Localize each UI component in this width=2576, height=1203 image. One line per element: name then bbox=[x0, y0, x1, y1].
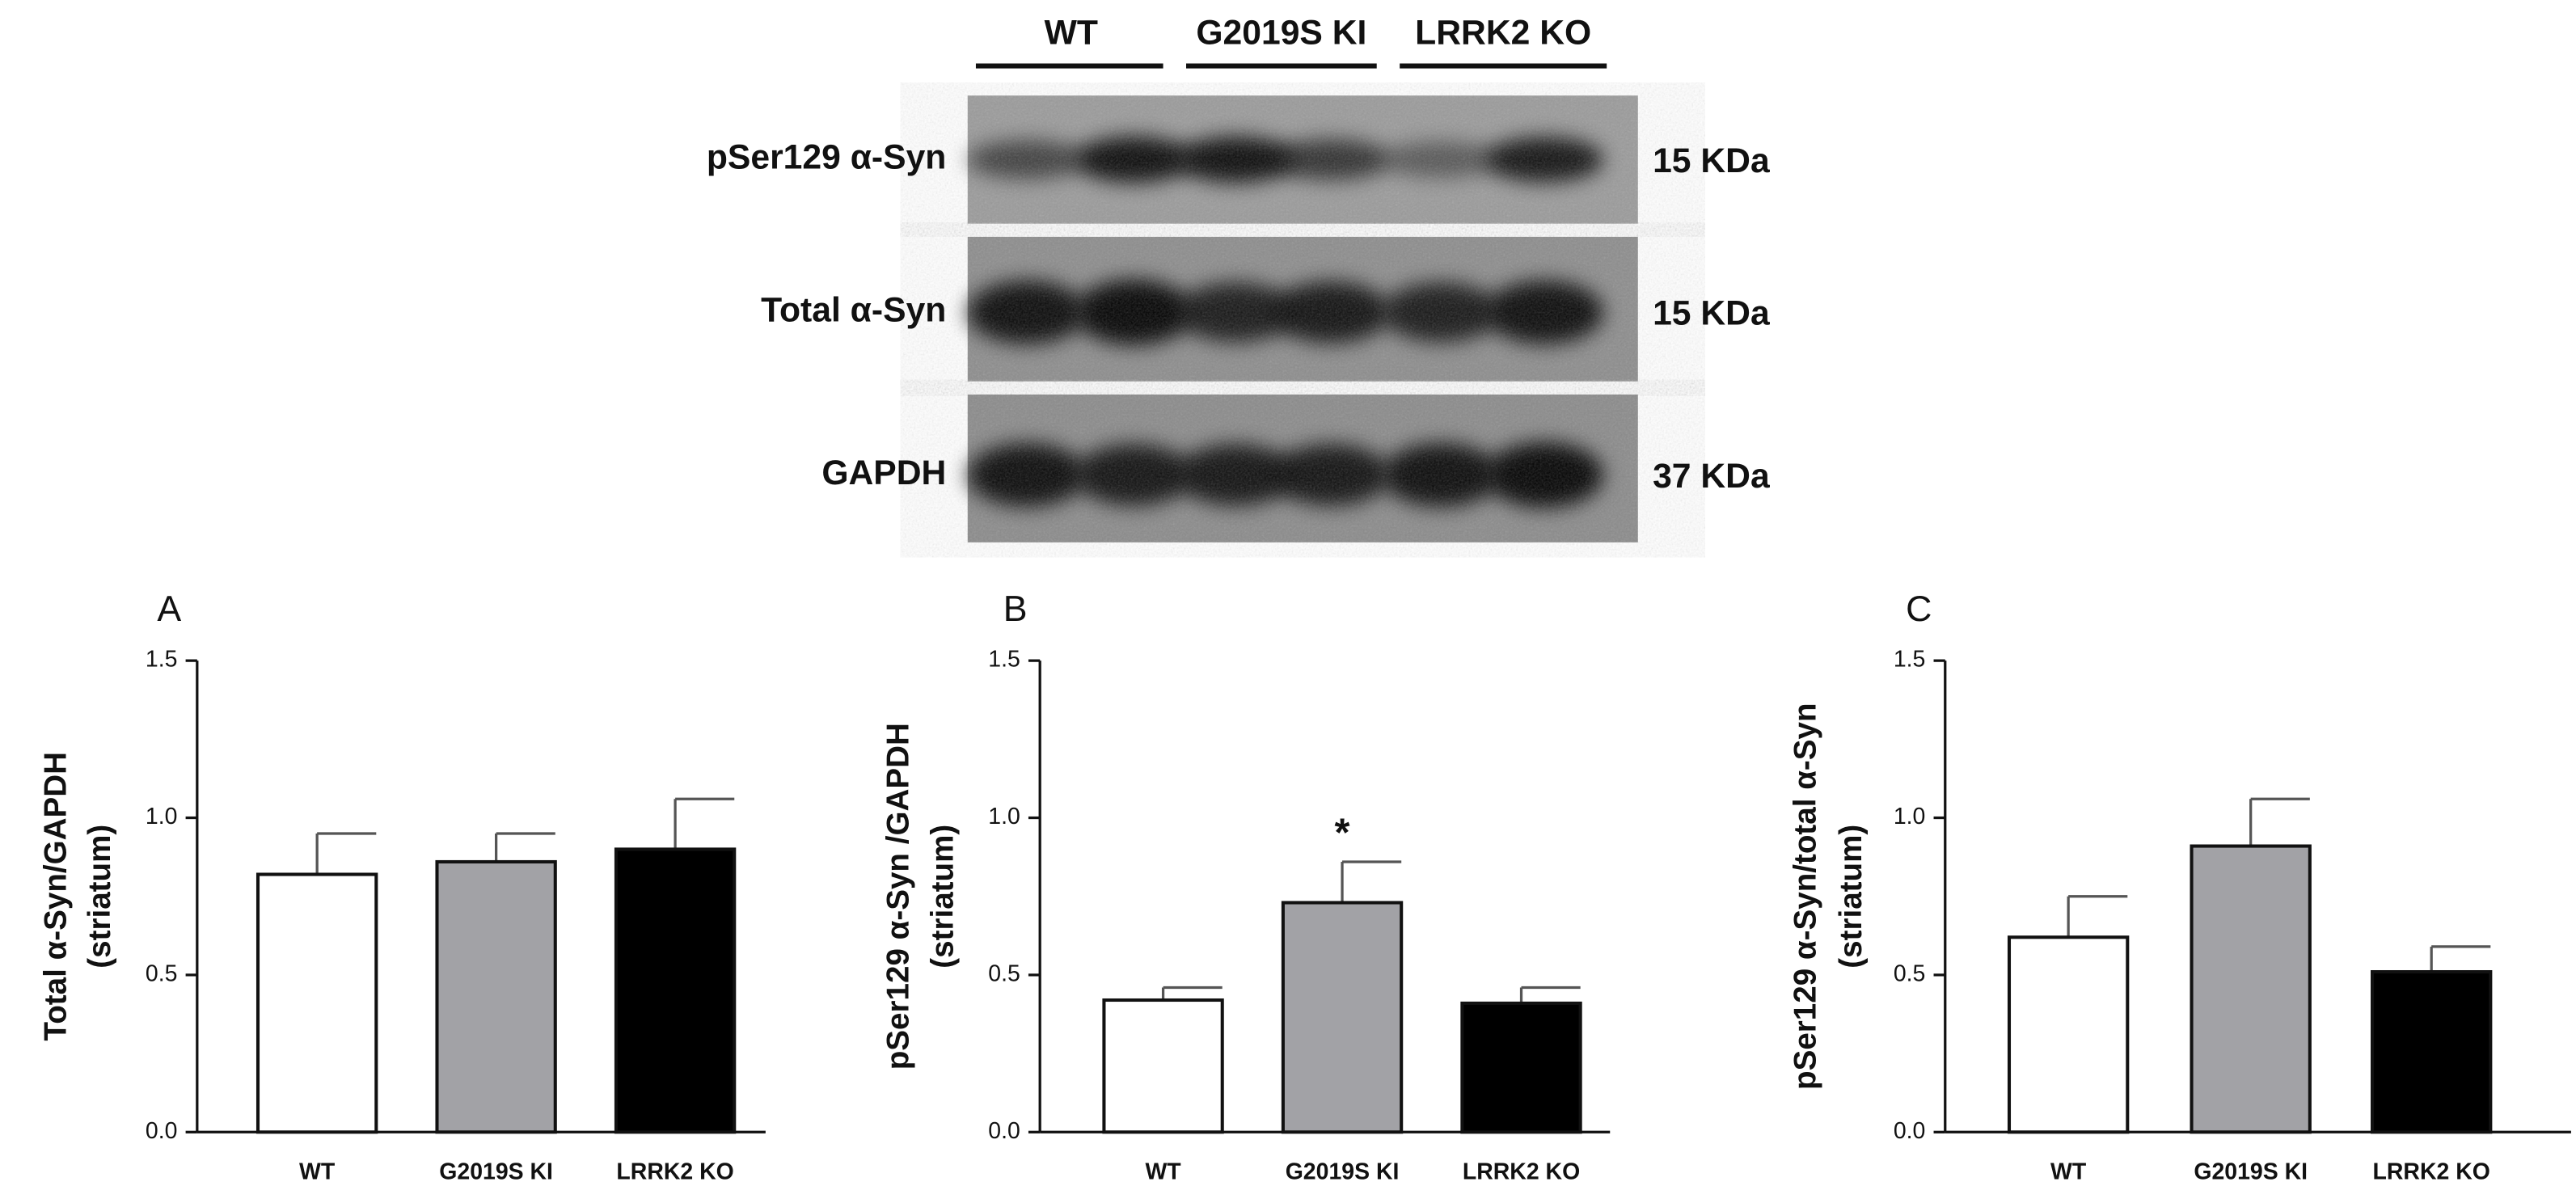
x-tick-label: G2019S KI bbox=[439, 1159, 553, 1185]
group-label: WT bbox=[1045, 13, 1098, 52]
blot-size-label: 15 KDa bbox=[1653, 141, 1770, 180]
significance-marker: * bbox=[1335, 811, 1350, 855]
blot-texture bbox=[967, 394, 1638, 542]
y-tick-label: 1.5 bbox=[146, 647, 178, 673]
x-tick-label: WT bbox=[2050, 1159, 2087, 1185]
bar bbox=[435, 859, 557, 1134]
blot-size-label: 15 KDa bbox=[1653, 294, 1770, 333]
group-label: LRRK2 KO bbox=[1415, 13, 1591, 52]
y-tick-label: 1.0 bbox=[146, 804, 178, 829]
y-tick-label: 0.5 bbox=[146, 960, 178, 986]
x-tick-label: LRRK2 KO bbox=[2373, 1159, 2490, 1185]
panel-letter: A bbox=[157, 589, 181, 629]
x-tick-label: WT bbox=[1145, 1159, 1181, 1185]
blot-row-label: GAPDH bbox=[821, 454, 946, 492]
blot-size-label: 37 KDa bbox=[1653, 457, 1770, 496]
y-tick-label: 0.0 bbox=[988, 1118, 1020, 1144]
bar bbox=[1460, 1001, 1582, 1134]
charts: A Total α-Syn/GAPDH (striatum) 0.0 0.5 1.0 1.5… bbox=[38, 589, 2571, 1185]
x-tick-label: LRRK2 KO bbox=[616, 1159, 733, 1185]
y-tick-label: 0.5 bbox=[988, 960, 1020, 986]
blot-row-label: pSer129 α-Syn bbox=[707, 138, 947, 177]
bar bbox=[614, 847, 737, 1134]
bar bbox=[255, 872, 378, 1134]
blot-row-label: Total α-Syn bbox=[761, 291, 946, 330]
bar bbox=[1102, 998, 1224, 1134]
bar-chart: A Total α-Syn/GAPDH (striatum) 0.0 0.5 1.0 1.5… bbox=[38, 589, 766, 1185]
y-tick-label: 1.5 bbox=[1894, 647, 1926, 673]
y-axis-label: (striatum) bbox=[82, 825, 117, 969]
x-tick-label: WT bbox=[299, 1159, 336, 1185]
bar bbox=[2371, 969, 2493, 1134]
y-axis-label: Total α-Syn/GAPDH bbox=[38, 752, 73, 1041]
western-blot: WT G2019S KI LRRK2 KO pSer129 α-Syn 15 KDa To… bbox=[707, 13, 1770, 542]
panel-letter: C bbox=[1906, 589, 1932, 629]
group-label: G2019S KI bbox=[1196, 13, 1366, 52]
blot-texture bbox=[967, 236, 1638, 382]
y-tick-label: 1.0 bbox=[988, 804, 1020, 829]
x-tick-label: G2019S KI bbox=[1286, 1159, 1400, 1185]
y-tick-label: 0.0 bbox=[146, 1118, 178, 1144]
y-tick-label: 1.5 bbox=[988, 647, 1020, 673]
y-tick-label: 0.5 bbox=[1894, 960, 1926, 986]
panel-letter: B bbox=[1003, 589, 1028, 629]
bar bbox=[2007, 935, 2130, 1134]
bar bbox=[2190, 844, 2312, 1134]
y-tick-label: 0.0 bbox=[1894, 1118, 1926, 1144]
bar bbox=[1281, 901, 1404, 1134]
y-axis-label: (striatum) bbox=[926, 825, 961, 969]
y-axis-label: pSer129 α-Syn /GAPDH bbox=[881, 723, 916, 1070]
x-tick-label: G2019S KI bbox=[2194, 1159, 2308, 1185]
y-axis-label: pSer129 α-Syn/total α-Syn bbox=[1788, 703, 1822, 1090]
blot-texture bbox=[967, 95, 1638, 224]
y-axis-label: (striatum) bbox=[1834, 825, 1869, 969]
y-tick-label: 1.0 bbox=[1894, 804, 1926, 829]
x-tick-label: LRRK2 KO bbox=[1463, 1159, 1580, 1185]
